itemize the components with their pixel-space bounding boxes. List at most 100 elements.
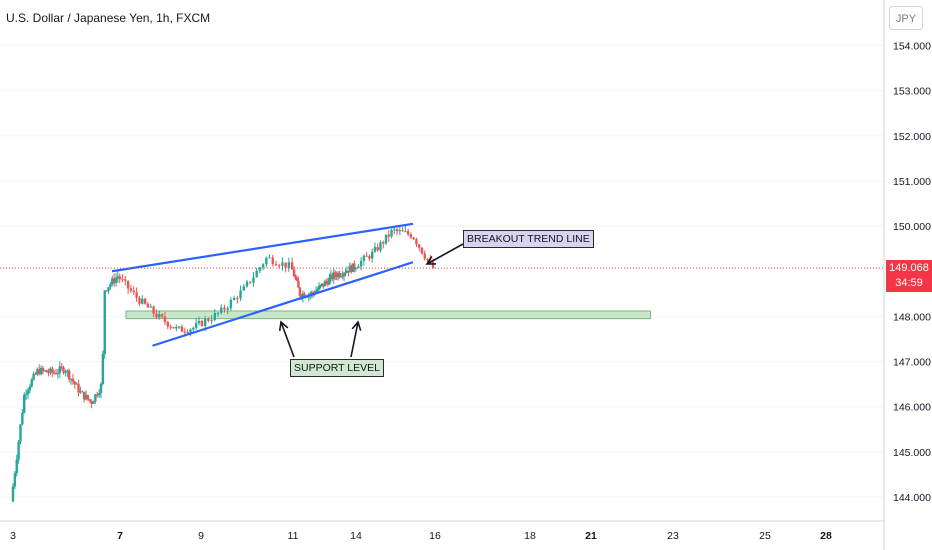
candle-body [96, 394, 99, 396]
breakout-arrow-head [425, 255, 437, 265]
candle-body [354, 268, 357, 270]
time-tick-label: 3 [10, 530, 16, 542]
candle-body [420, 247, 424, 254]
candle-body [112, 278, 116, 283]
candle-body [141, 298, 144, 304]
candle-body [297, 280, 300, 288]
chart-grid [0, 45, 884, 498]
candle-body [84, 394, 88, 400]
candle-body [281, 262, 284, 266]
candle-body [326, 281, 330, 285]
price-tick-label: 152.000 [893, 131, 931, 143]
candle-body [347, 270, 350, 273]
price-tick-label: 154.000 [893, 41, 931, 53]
candle-body [52, 372, 56, 374]
candle-body [163, 316, 167, 322]
candle-body [298, 287, 302, 296]
lower-trendline[interactable] [152, 261, 414, 347]
candle-body [331, 274, 334, 280]
candle-body [101, 353, 105, 384]
candle-body [107, 287, 110, 291]
current-price-tag: 149.068 34:59 [886, 260, 932, 292]
candle-body [92, 401, 95, 404]
candle-body [149, 306, 152, 308]
candle-body [64, 371, 67, 373]
candle-body [41, 367, 45, 371]
candle-body [220, 307, 223, 313]
candle-body [30, 379, 33, 387]
candle-body [49, 368, 52, 373]
candle-body [292, 269, 296, 277]
support-arrow-left [280, 321, 295, 358]
current-price-value: 149.068 [889, 262, 929, 274]
candle-body [357, 266, 360, 269]
candle-body [26, 390, 30, 395]
candle-body [183, 331, 186, 333]
candle-body [335, 275, 338, 278]
candle-body [66, 370, 69, 372]
candle-body [111, 278, 114, 285]
price-tick-label: 145.000 [893, 447, 931, 459]
candle-body [387, 234, 390, 237]
candle-body [45, 370, 48, 373]
candle-body [132, 290, 135, 293]
time-tick-label: 9 [198, 530, 204, 542]
candle-body [310, 292, 313, 295]
candle-body [274, 264, 278, 266]
candle-body [412, 237, 415, 240]
candle-body [90, 400, 93, 404]
support-arrow-right [350, 321, 359, 358]
price-tick-label: 148.000 [893, 311, 931, 323]
time-tick-label: 14 [350, 530, 362, 542]
candle-body [336, 273, 340, 278]
candle-body [34, 373, 37, 375]
candle-body [379, 242, 382, 251]
upper-trendline[interactable] [111, 222, 414, 273]
price-tick-label: 153.000 [893, 86, 931, 98]
candle-body [200, 320, 204, 327]
candle-body [62, 367, 65, 373]
candle-body [393, 229, 396, 231]
candle-body [43, 370, 47, 372]
support-zone [125, 310, 651, 320]
candle-body [38, 369, 41, 375]
breakout-trend-line-label: BREAKOUT TREND LINE [463, 230, 594, 248]
candle-body [353, 263, 356, 270]
candle-body [21, 412, 24, 425]
candle-body [271, 257, 274, 265]
candle-body [114, 277, 118, 283]
candle-body [105, 290, 108, 292]
currency-selector[interactable]: JPY [889, 6, 923, 30]
candle-body [418, 244, 421, 248]
price-tick-label: 151.000 [893, 176, 931, 188]
candle-body [97, 393, 101, 396]
candle-body [166, 321, 169, 327]
bar-countdown: 34:59 [895, 277, 923, 289]
time-tick-label: 21 [585, 530, 597, 542]
candle-body [370, 251, 374, 259]
candle-body [47, 372, 50, 374]
candle-body [126, 280, 130, 289]
candle-body [395, 229, 399, 232]
candle-body [303, 293, 306, 298]
candle-body [344, 272, 347, 274]
candle-body [172, 327, 175, 329]
candle-body [316, 289, 319, 292]
candle-body [258, 267, 262, 271]
time-tick-label: 7 [117, 530, 123, 542]
time-tick-label: 11 [288, 530, 299, 542]
candle-body [328, 277, 331, 285]
candle-body [121, 279, 124, 281]
price-tick-label: 147.000 [893, 357, 931, 369]
candle-body [155, 313, 158, 318]
candle-body [404, 231, 407, 233]
candle-body [301, 293, 305, 298]
candle-body [300, 295, 303, 298]
candle-body [207, 319, 210, 321]
candle-body [294, 276, 297, 279]
candle-body [186, 332, 189, 334]
candle-body [295, 278, 299, 281]
candle-body [287, 262, 291, 268]
candle-body [175, 326, 178, 329]
